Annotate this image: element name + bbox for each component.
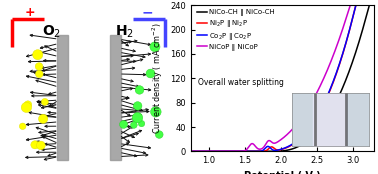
Circle shape xyxy=(135,86,144,94)
NiCoP ‖ NiCoP xyxy=(273,142,277,144)
Circle shape xyxy=(138,120,145,127)
NiCoP ‖ NiCoP xyxy=(367,4,371,6)
Ni$_2$P ‖ Ni$_2$P xyxy=(273,148,277,150)
Circle shape xyxy=(130,122,137,128)
Circle shape xyxy=(33,50,43,60)
Co$_2$P ‖ Co$_2$P xyxy=(273,149,277,151)
Circle shape xyxy=(132,113,143,123)
Ni$_2$P ‖ Ni$_2$P xyxy=(367,4,371,6)
Line: Ni$_2$P ‖ Ni$_2$P: Ni$_2$P ‖ Ni$_2$P xyxy=(191,5,374,151)
Circle shape xyxy=(146,69,155,78)
Circle shape xyxy=(36,141,45,150)
Circle shape xyxy=(155,131,163,138)
Co$_2$P ‖ Co$_2$P xyxy=(278,148,282,151)
Polygon shape xyxy=(57,35,68,160)
Circle shape xyxy=(31,141,39,149)
NiCo-CH ‖ NiCo-CH xyxy=(273,150,277,152)
Ni$_2$P ‖ Ni$_2$P xyxy=(278,149,282,151)
Line: NiCoP ‖ NiCoP: NiCoP ‖ NiCoP xyxy=(191,5,374,151)
Circle shape xyxy=(35,63,43,70)
Circle shape xyxy=(41,98,48,105)
NiCoP ‖ NiCoP xyxy=(198,150,203,152)
Circle shape xyxy=(119,120,128,128)
Text: −: − xyxy=(142,5,153,19)
Co$_2$P ‖ Co$_2$P xyxy=(189,150,193,152)
Polygon shape xyxy=(110,35,121,160)
Ni$_2$P ‖ Ni$_2$P xyxy=(198,150,203,152)
Ni$_2$P ‖ Ni$_2$P xyxy=(333,76,338,78)
Co$_2$P ‖ Co$_2$P xyxy=(333,75,338,77)
Ni$_2$P ‖ Ni$_2$P xyxy=(189,150,193,152)
NiCoP ‖ NiCoP xyxy=(372,4,376,6)
Circle shape xyxy=(39,114,48,123)
Text: +: + xyxy=(25,6,36,19)
Circle shape xyxy=(36,70,43,78)
NiCoP ‖ NiCoP xyxy=(348,4,352,6)
NiCo-CH ‖ NiCo-CH xyxy=(278,150,282,152)
Circle shape xyxy=(150,107,161,117)
Text: H$_2$: H$_2$ xyxy=(115,23,134,39)
NiCo-CH ‖ NiCo-CH xyxy=(198,150,203,152)
NiCo-CH ‖ NiCo-CH xyxy=(333,103,338,105)
Ni$_2$P ‖ Ni$_2$P xyxy=(353,4,358,6)
Circle shape xyxy=(150,42,160,52)
Co$_2$P ‖ Co$_2$P xyxy=(367,4,371,6)
Ni$_2$P ‖ Ni$_2$P xyxy=(372,4,376,6)
Co$_2$P ‖ Co$_2$P xyxy=(372,4,376,6)
NiCo-CH ‖ NiCo-CH xyxy=(189,150,193,152)
Circle shape xyxy=(21,102,32,112)
Co$_2$P ‖ Co$_2$P xyxy=(353,4,358,6)
Y-axis label: Current density ( mA cm$^{-2}$): Current density ( mA cm$^{-2}$) xyxy=(150,23,164,134)
NiCo-CH ‖ NiCo-CH xyxy=(367,4,372,6)
NiCoP ‖ NiCoP xyxy=(367,4,371,6)
Co$_2$P ‖ Co$_2$P xyxy=(367,4,371,6)
NiCo-CH ‖ NiCo-CH xyxy=(372,4,376,6)
Text: O$_2$: O$_2$ xyxy=(42,23,61,39)
Line: NiCo-CH ‖ NiCo-CH: NiCo-CH ‖ NiCo-CH xyxy=(191,5,374,151)
Line: Co$_2$P ‖ Co$_2$P: Co$_2$P ‖ Co$_2$P xyxy=(191,5,374,151)
Ni$_2$P ‖ Ni$_2$P xyxy=(367,4,371,6)
Circle shape xyxy=(19,123,26,129)
Circle shape xyxy=(133,102,142,110)
Legend: NiCo-CH ‖ NiCo-CH, Ni$_2$P ‖ Ni$_2$P, Co$_2$P ‖ Co$_2$P, NiCoP ‖ NiCoP: NiCo-CH ‖ NiCo-CH, Ni$_2$P ‖ Ni$_2$P, Co… xyxy=(196,9,276,51)
Circle shape xyxy=(24,101,32,108)
Co$_2$P ‖ Co$_2$P xyxy=(198,150,203,152)
Text: Overall water splitting: Overall water splitting xyxy=(198,78,284,87)
NiCo-CH ‖ NiCo-CH xyxy=(367,6,371,8)
X-axis label: Potential ( V ): Potential ( V ) xyxy=(244,171,321,174)
NiCoP ‖ NiCoP xyxy=(278,139,282,141)
NiCo-CH ‖ NiCo-CH xyxy=(367,5,371,7)
NiCoP ‖ NiCoP xyxy=(189,150,193,152)
NiCoP ‖ NiCoP xyxy=(333,49,338,51)
